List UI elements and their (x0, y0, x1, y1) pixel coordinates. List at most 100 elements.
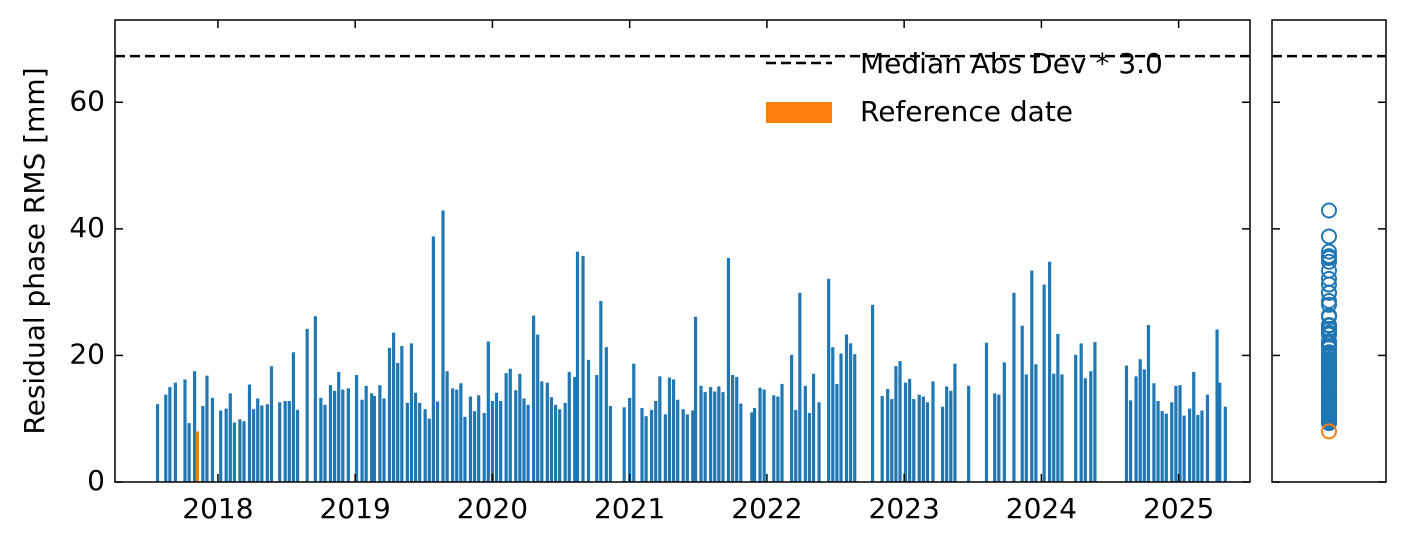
bar (790, 354, 794, 482)
side-point (1321, 321, 1337, 338)
bar (997, 394, 1001, 482)
bar (925, 402, 930, 482)
bar (658, 376, 662, 482)
bar (667, 377, 672, 482)
bar (758, 387, 762, 482)
bar (1156, 400, 1160, 482)
side-point (1321, 334, 1337, 351)
bar (739, 403, 743, 482)
bar (205, 375, 209, 482)
x-tick-label: 2020 (457, 492, 528, 525)
bar (319, 397, 323, 482)
bar (445, 371, 449, 482)
bar (735, 376, 739, 482)
x-tick-label: 2023 (869, 492, 940, 525)
bar (269, 366, 274, 482)
side-point (1321, 325, 1337, 342)
side-point (1321, 308, 1337, 325)
bar (663, 414, 667, 482)
bar (1188, 408, 1192, 482)
side-point (1321, 296, 1337, 313)
bar (563, 402, 567, 482)
bar (431, 236, 436, 482)
bar (423, 409, 427, 482)
bar (514, 390, 518, 482)
bar (558, 409, 562, 482)
bar (1002, 362, 1006, 482)
side-point (1321, 368, 1337, 385)
bar (908, 378, 912, 482)
bar (372, 395, 376, 482)
bar (1205, 394, 1210, 482)
bar (441, 210, 445, 482)
bar (726, 257, 731, 482)
bar (183, 379, 187, 482)
bar (1042, 284, 1046, 482)
bar (1083, 378, 1087, 482)
bar (693, 316, 698, 482)
bar (387, 347, 392, 482)
bar (780, 383, 784, 482)
bar (567, 371, 571, 482)
bar (508, 368, 512, 482)
bar (522, 398, 526, 482)
bar (472, 411, 477, 482)
bar (650, 409, 654, 482)
side-point (1321, 374, 1337, 391)
bar (967, 385, 971, 482)
bar (709, 387, 713, 482)
bar (1200, 410, 1204, 482)
bar (849, 343, 853, 482)
bar (459, 383, 463, 482)
side-point (1321, 423, 1337, 440)
bar (831, 347, 835, 482)
bar (526, 404, 530, 482)
side-point (1321, 202, 1337, 219)
bar (844, 334, 849, 482)
bar (1218, 382, 1222, 482)
bar (155, 404, 160, 482)
bar (1074, 354, 1078, 482)
bar (632, 363, 636, 482)
bar (168, 387, 172, 482)
bar (536, 334, 540, 482)
bar (392, 332, 396, 482)
bar (835, 383, 839, 482)
x-tick-label: 2021 (594, 492, 665, 525)
side-point (1321, 351, 1337, 368)
side-point (1321, 317, 1337, 334)
bar (341, 389, 345, 482)
bar (1138, 359, 1142, 482)
bar (545, 382, 549, 482)
bar (518, 373, 522, 482)
bar (940, 406, 945, 482)
side-point (1321, 386, 1337, 403)
side-point (1321, 406, 1337, 423)
bar (776, 396, 780, 482)
bar (1174, 385, 1178, 482)
bar (346, 388, 350, 482)
bar (599, 300, 603, 482)
bar (531, 315, 536, 482)
bar (573, 376, 577, 482)
bar (435, 401, 440, 482)
y-tick-label: 20 (69, 337, 105, 370)
bar (256, 398, 260, 482)
side-point (1321, 253, 1337, 270)
bar (413, 392, 418, 482)
bar (1012, 292, 1016, 482)
bar (691, 410, 695, 482)
bar (1060, 374, 1064, 482)
y-tick-label: 40 (69, 211, 105, 244)
bar (1152, 383, 1156, 482)
bar (1170, 402, 1174, 482)
bar (604, 347, 608, 482)
bar (228, 393, 232, 482)
bar (337, 371, 341, 482)
bar (549, 397, 554, 482)
bar (400, 345, 404, 482)
bar (1192, 371, 1196, 482)
bar (195, 431, 199, 482)
bar (1134, 376, 1138, 482)
